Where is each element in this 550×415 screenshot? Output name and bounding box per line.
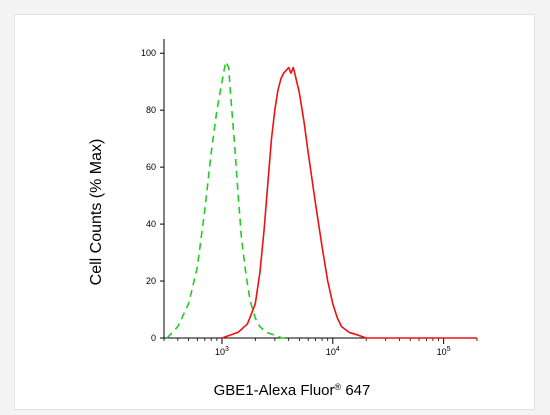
y-tick-label: 100 <box>141 48 156 58</box>
chart-panel: 0 20 40 60 80 100 103 104 105 Cell Counts (% Max… <box>14 14 535 410</box>
x-axis-title-suffix: 647 <box>341 382 370 399</box>
y-tick-label: 40 <box>146 219 156 229</box>
series-line-control <box>166 60 289 339</box>
series-line-sample <box>221 66 477 339</box>
y-tick-label: 0 <box>151 333 156 343</box>
y-tick-label: 80 <box>146 105 156 115</box>
y-axis-title: Cell Counts (% Max) <box>88 139 105 286</box>
y-tick-label: 60 <box>146 162 156 172</box>
x-axis-title-main: GBE1-Alexa Fluor <box>214 382 335 399</box>
y-tick-label: 20 <box>146 276 156 286</box>
x-tick-label: 104 <box>326 346 340 357</box>
histogram-chart: 0 20 40 60 80 100 103 104 105 Cell Counts (% Max… <box>88 39 478 399</box>
x-tick-label: 105 <box>437 346 451 357</box>
x-axis-title: GBE1-Alexa Fluor® 647 <box>214 382 371 399</box>
registered-mark: ® <box>335 382 342 392</box>
series-layer <box>166 60 477 339</box>
x-tick-label: 103 <box>215 346 229 357</box>
axis-ticks: 0 20 40 60 80 100 103 104 105 <box>141 48 478 357</box>
